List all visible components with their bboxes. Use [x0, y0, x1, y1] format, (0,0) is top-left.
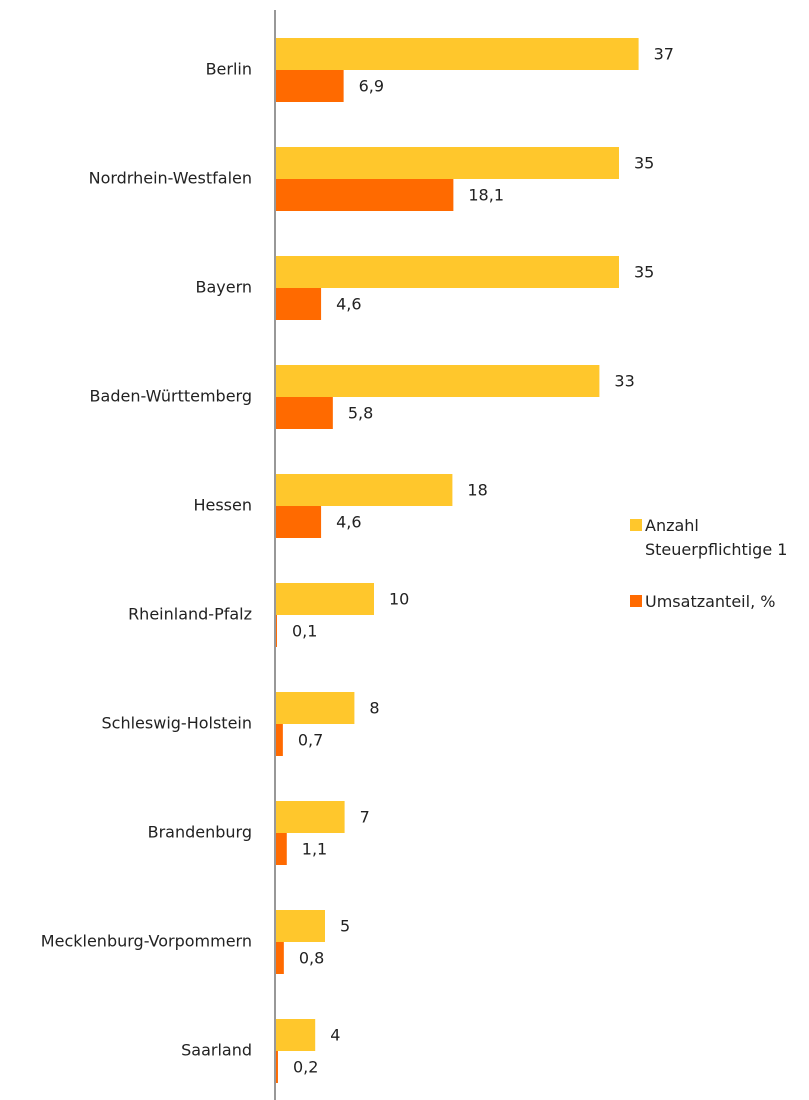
category-label: Mecklenburg-Vorpommern — [41, 932, 252, 951]
value-label: 6,9 — [359, 77, 384, 96]
value-label: 18 — [467, 481, 487, 500]
value-label: 0,8 — [299, 949, 324, 968]
bar — [276, 256, 619, 288]
value-label: 0,1 — [292, 622, 317, 641]
value-label: 1,1 — [302, 840, 327, 859]
value-label: 0,7 — [298, 731, 323, 750]
legend: Anzahl Steuerpflichtige 1 Umsatzanteil, % — [630, 514, 800, 642]
bar — [276, 365, 600, 397]
bar — [276, 506, 322, 538]
bar — [276, 147, 619, 179]
value-label: 37 — [654, 45, 674, 64]
legend-item: Anzahl Steuerpflichtige 1 — [630, 514, 800, 562]
category-label: Saarland — [181, 1041, 252, 1060]
bar — [276, 1051, 278, 1083]
bar — [276, 397, 333, 429]
value-label: 7 — [360, 808, 370, 827]
value-label: 10 — [389, 590, 409, 609]
legend-swatch — [630, 595, 642, 607]
bar — [276, 692, 355, 724]
bar — [276, 179, 454, 211]
category-label: Nordrhein-Westfalen — [89, 169, 252, 188]
bar — [276, 70, 344, 102]
bar — [276, 38, 639, 70]
legend-label: Umsatzanteil, % — [645, 592, 776, 611]
bar — [276, 942, 284, 974]
bar — [276, 833, 287, 865]
value-label: 4 — [330, 1026, 340, 1045]
value-label: 35 — [634, 263, 654, 282]
value-label: 0,2 — [293, 1058, 318, 1077]
value-label: 18,1 — [468, 186, 504, 205]
bar — [276, 724, 283, 756]
value-label: 5,8 — [348, 404, 373, 423]
bar — [276, 801, 345, 833]
legend-item: Umsatzanteil, % — [630, 590, 800, 614]
value-label: 35 — [634, 154, 654, 173]
bar — [276, 910, 325, 942]
value-label: 4,6 — [336, 295, 361, 314]
value-label: 4,6 — [336, 513, 361, 532]
bar — [276, 1019, 316, 1051]
category-label: Rheinland-Pfalz — [128, 605, 252, 624]
category-label: Hessen — [193, 496, 252, 515]
category-label: Baden-Württemberg — [90, 387, 252, 406]
category-label: Brandenburg — [148, 823, 252, 842]
category-label: Bayern — [195, 278, 252, 297]
value-label: 33 — [614, 372, 634, 391]
bar — [276, 583, 374, 615]
category-label: Berlin — [206, 60, 252, 79]
bar — [276, 615, 277, 647]
value-label: 5 — [340, 917, 350, 936]
value-label: 8 — [369, 699, 379, 718]
bar — [276, 288, 322, 320]
category-label: Schleswig-Holstein — [102, 714, 252, 733]
bar — [276, 474, 453, 506]
legend-swatch — [630, 519, 642, 531]
legend-label: Anzahl Steuerpflichtige 1 — [645, 516, 788, 559]
